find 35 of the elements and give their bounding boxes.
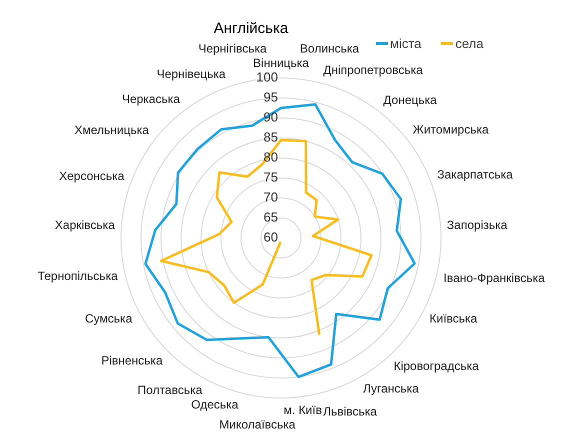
y-tick-label: 60 xyxy=(264,230,278,245)
y-tick-label: 70 xyxy=(264,190,278,205)
spoke-label: Закарпатська xyxy=(437,167,514,182)
spoke-label: Київська xyxy=(430,311,478,326)
spoke-label: Кіровоградська xyxy=(394,358,480,373)
spoke-label: Тернопільська xyxy=(38,269,118,284)
spoke-label: Донецька xyxy=(383,92,438,107)
spoke-label: Чернігівська xyxy=(198,41,268,56)
spoke-label: Черкаська xyxy=(122,92,180,106)
spoke-label: Дніпропетровська xyxy=(323,62,424,77)
spoke-label: Чернівецька xyxy=(156,66,226,81)
spoke-label: Волинська xyxy=(300,41,360,56)
spoke-label: м. Київ xyxy=(284,402,322,417)
y-tick-label: 100 xyxy=(256,70,278,85)
spoke-label: Сумська xyxy=(85,311,133,326)
y-tick-label: 75 xyxy=(264,170,278,185)
spoke-label: Херсонська xyxy=(59,168,125,183)
spoke-label: Хмельницька xyxy=(74,122,150,137)
legend-label: міста xyxy=(390,36,422,51)
spoke-label: Запорізька xyxy=(446,218,508,232)
spoke-label: Харківська xyxy=(54,218,116,232)
spoke-label: Рівненська xyxy=(101,354,163,368)
legend-label: села xyxy=(455,36,484,51)
spoke-label: Львівська xyxy=(323,404,378,419)
spoke-label: Миколаївська xyxy=(219,417,296,432)
chart-title: Англійська xyxy=(212,20,290,37)
spoke-label: Вінницька xyxy=(253,56,310,70)
spoke-label: Полтавська xyxy=(138,383,203,398)
y-tick-label: 85 xyxy=(264,130,278,145)
spoke-label: Івано-Франківська xyxy=(444,270,546,285)
spoke-label: Луганська xyxy=(362,382,420,396)
y-tick-label: 95 xyxy=(264,90,278,105)
spoke-label: Житомирська xyxy=(412,122,489,137)
spoke-label: Одеська xyxy=(191,398,239,412)
y-tick-label: 65 xyxy=(264,210,278,225)
